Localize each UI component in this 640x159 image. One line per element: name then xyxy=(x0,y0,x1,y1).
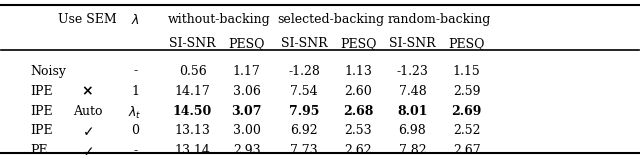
Text: Noisy: Noisy xyxy=(30,65,66,78)
Text: PE: PE xyxy=(30,144,48,157)
Text: PESQ: PESQ xyxy=(340,37,376,50)
Text: 0: 0 xyxy=(131,124,140,137)
Text: 7.48: 7.48 xyxy=(399,85,426,98)
Text: selected-backing: selected-backing xyxy=(278,13,385,26)
Text: 2.52: 2.52 xyxy=(453,124,480,137)
Text: -1.23: -1.23 xyxy=(396,65,428,78)
Text: IPE: IPE xyxy=(30,105,52,118)
Text: without-backing: without-backing xyxy=(168,13,271,26)
Text: 7.73: 7.73 xyxy=(291,144,318,157)
Text: -: - xyxy=(133,144,137,157)
Text: 6.98: 6.98 xyxy=(399,124,426,137)
Text: 2.59: 2.59 xyxy=(453,85,480,98)
Text: Auto: Auto xyxy=(73,105,102,118)
Text: -1.28: -1.28 xyxy=(288,65,320,78)
Text: PESQ: PESQ xyxy=(448,37,485,50)
Text: 7.95: 7.95 xyxy=(289,105,319,118)
Text: Use SEM: Use SEM xyxy=(58,13,116,26)
Text: 7.54: 7.54 xyxy=(291,85,318,98)
Text: IPE: IPE xyxy=(30,124,52,137)
Text: 2.93: 2.93 xyxy=(233,144,260,157)
Text: IPE: IPE xyxy=(30,85,52,98)
Text: 1.13: 1.13 xyxy=(344,65,372,78)
Text: 1.17: 1.17 xyxy=(233,65,260,78)
Text: $\boldsymbol{\times}$: $\boldsymbol{\times}$ xyxy=(81,85,93,99)
Text: 2.53: 2.53 xyxy=(344,124,372,137)
Text: random-backing: random-backing xyxy=(388,13,491,26)
Text: 1: 1 xyxy=(131,85,140,98)
Text: -: - xyxy=(133,65,137,78)
Text: 1.15: 1.15 xyxy=(452,65,481,78)
Text: 0.56: 0.56 xyxy=(179,65,207,78)
Text: $\checkmark$: $\checkmark$ xyxy=(82,124,93,138)
Text: 3.07: 3.07 xyxy=(232,105,262,118)
Text: 2.69: 2.69 xyxy=(451,105,482,118)
Text: $\lambda_t$: $\lambda_t$ xyxy=(129,105,142,121)
Text: 2.68: 2.68 xyxy=(343,105,373,118)
Text: 3.06: 3.06 xyxy=(233,85,260,98)
Text: 8.01: 8.01 xyxy=(397,105,428,118)
Text: SI-SNR: SI-SNR xyxy=(169,37,216,50)
Text: 14.17: 14.17 xyxy=(175,85,211,98)
Text: 2.60: 2.60 xyxy=(344,85,372,98)
Text: 6.92: 6.92 xyxy=(291,124,318,137)
Text: 13.13: 13.13 xyxy=(175,124,211,137)
Text: SI-SNR: SI-SNR xyxy=(281,37,328,50)
Text: $\checkmark$: $\checkmark$ xyxy=(82,144,93,158)
Text: PESQ: PESQ xyxy=(228,37,265,50)
Text: 2.62: 2.62 xyxy=(344,144,372,157)
Text: 13.14: 13.14 xyxy=(175,144,211,157)
Text: $\lambda$: $\lambda$ xyxy=(131,13,140,27)
Text: 14.50: 14.50 xyxy=(173,105,212,118)
Text: 2.67: 2.67 xyxy=(452,144,481,157)
Text: 3.00: 3.00 xyxy=(233,124,260,137)
Text: 7.82: 7.82 xyxy=(399,144,426,157)
Text: SI-SNR: SI-SNR xyxy=(389,37,436,50)
